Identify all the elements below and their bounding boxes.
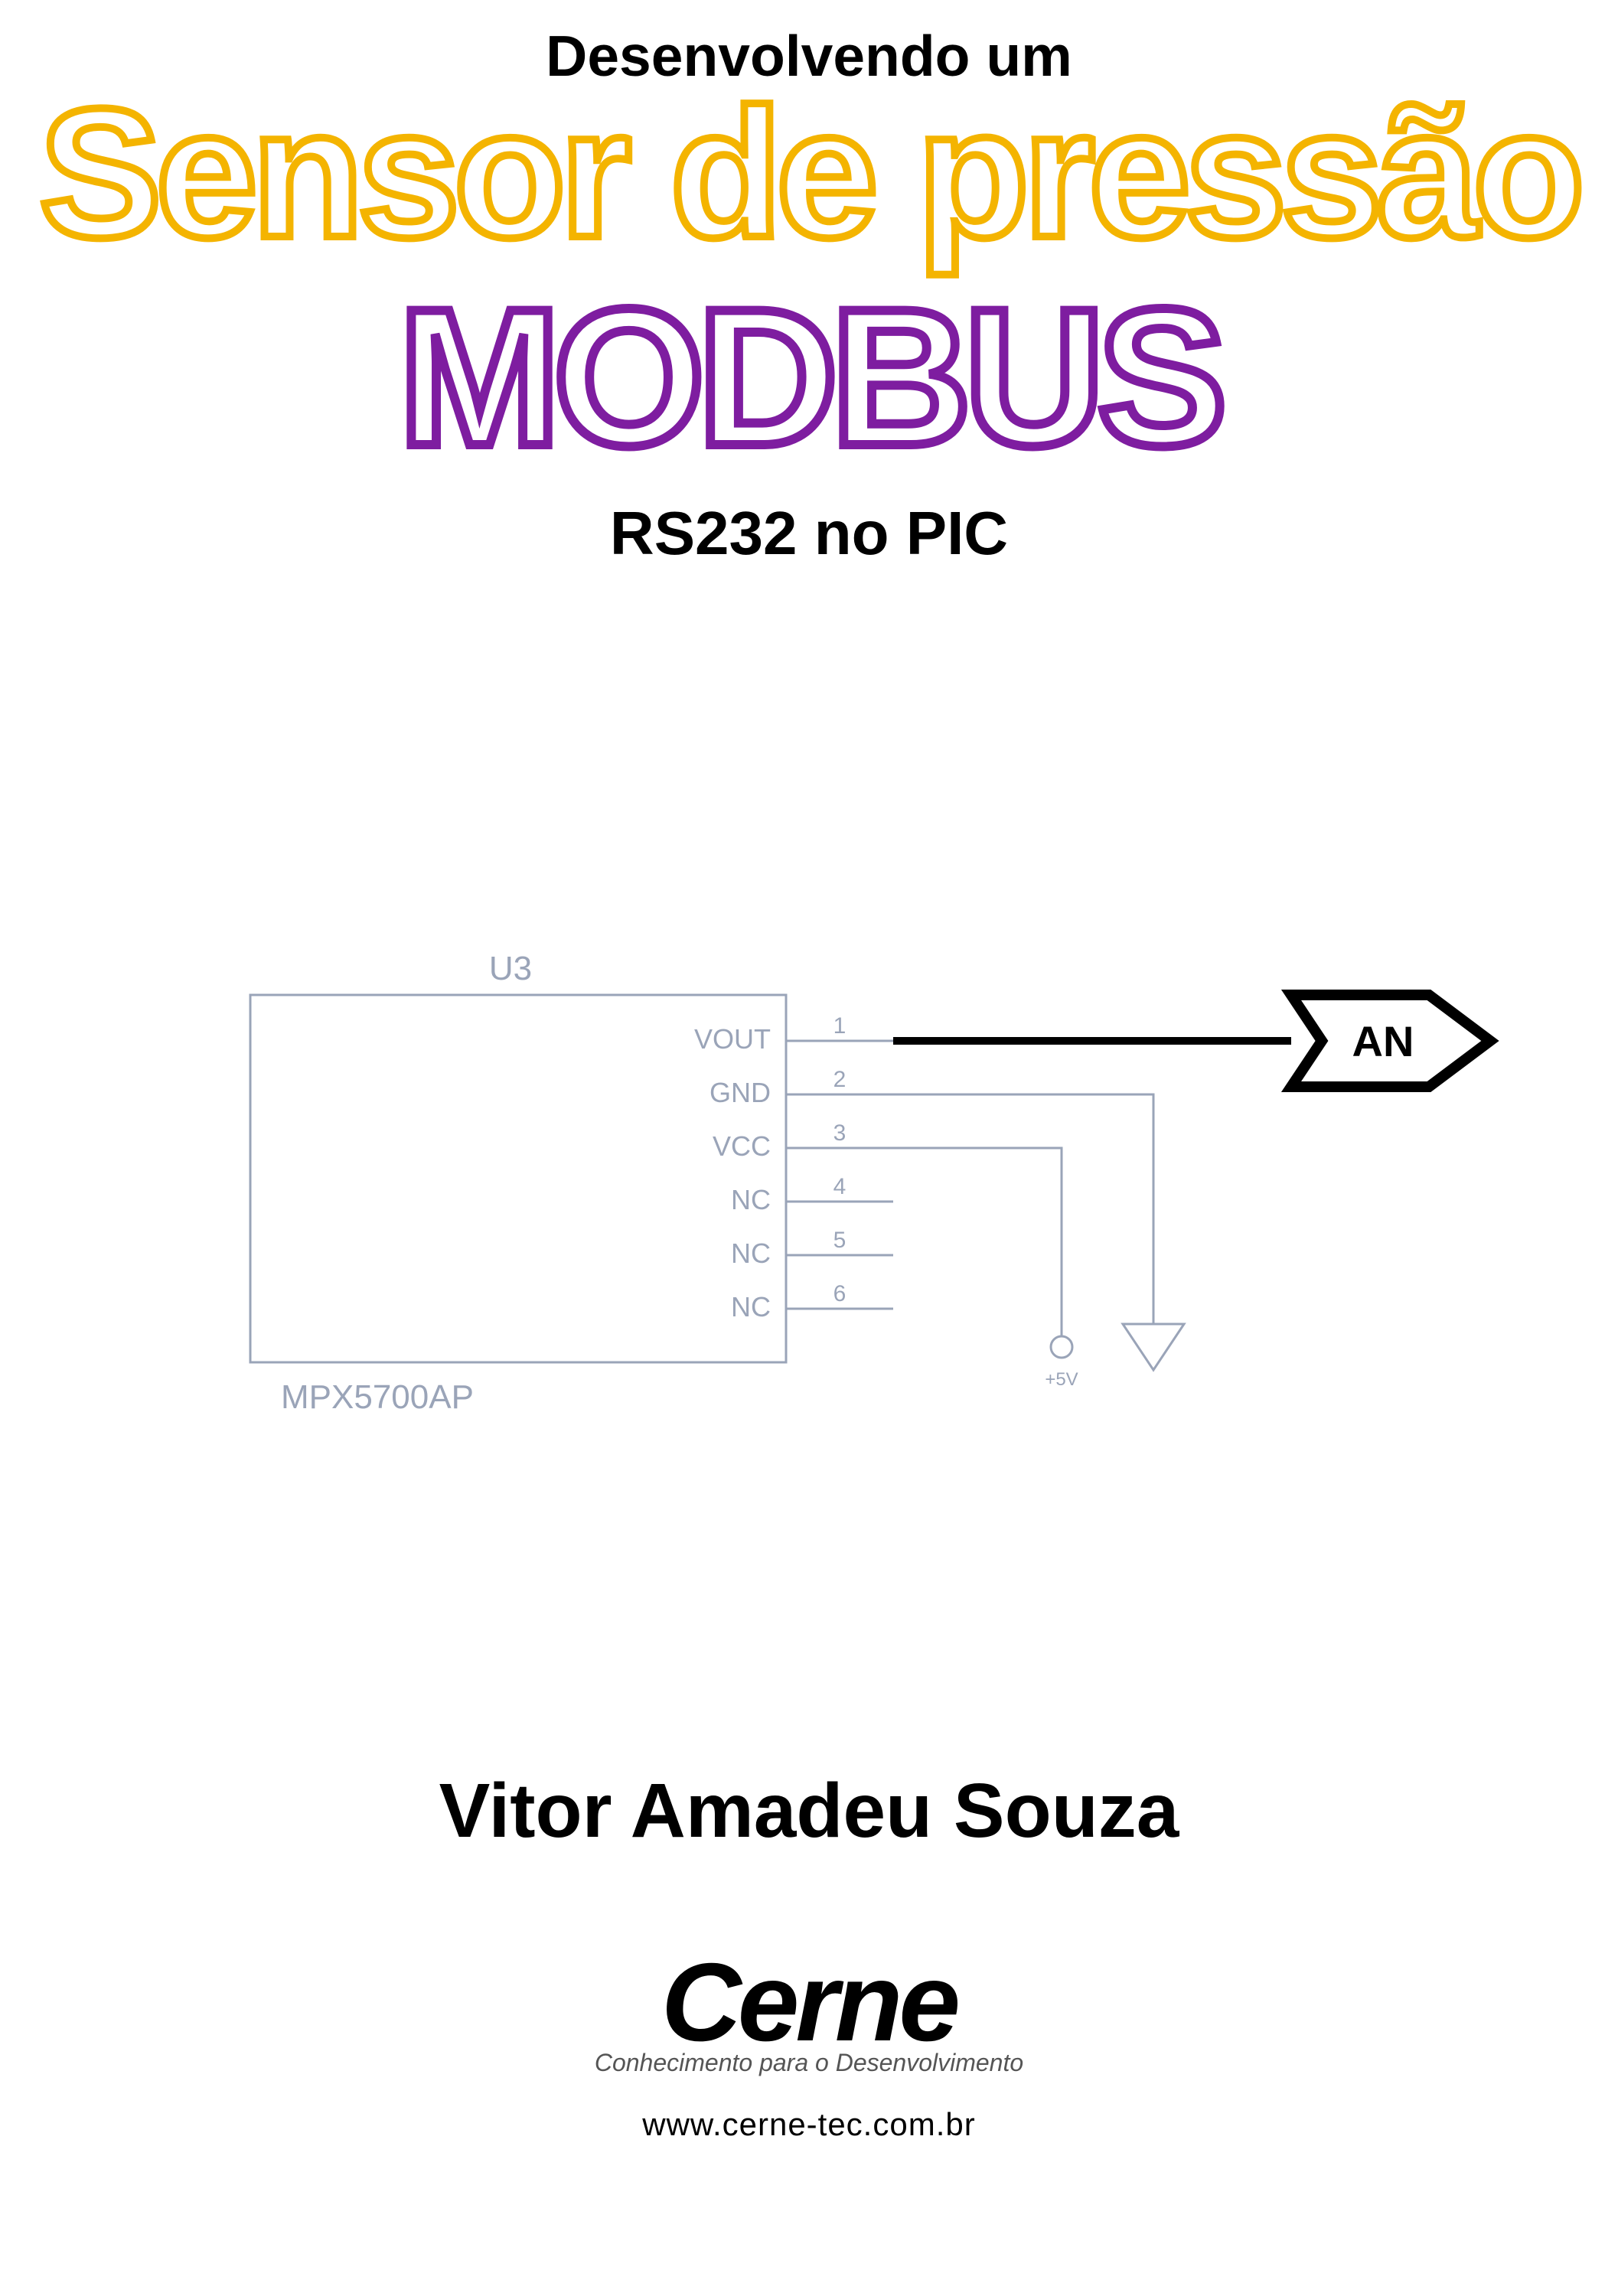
schematic-svg: U3 MPX5700AP VOUT 1 GND 2 VCC 3 NC 4 NC … xyxy=(82,918,1536,1515)
pin-num-1: 1 xyxy=(833,1013,847,1039)
footer-block: Vitor Amadeu Souza Cerne Conhecimento pa… xyxy=(0,1767,1618,2143)
pin-label-1: VOUT xyxy=(694,1023,771,1055)
pin-num-3: 3 xyxy=(833,1120,847,1146)
arrow-an: AN xyxy=(1291,995,1490,1087)
pin-num-2: 2 xyxy=(833,1067,847,1092)
pin-num-5: 5 xyxy=(833,1228,847,1253)
schematic-diagram: U3 MPX5700AP VOUT 1 GND 2 VCC 3 NC 4 NC … xyxy=(0,918,1618,1515)
book-cover: Desenvolvendo um Sensor de pressão MODBU… xyxy=(0,0,1618,2296)
publisher-url: www.cerne-tec.com.br xyxy=(0,2106,1618,2143)
chip-ref: U3 xyxy=(489,950,532,987)
arrow-label: AN xyxy=(1352,1017,1414,1065)
headline-1: Sensor de pressão xyxy=(0,81,1618,265)
pin-label-4: NC xyxy=(731,1184,771,1215)
headline-2: MODBUS xyxy=(0,280,1618,475)
pin-label-5: NC xyxy=(731,1238,771,1269)
publisher-tagline: Conhecimento para o Desenvolvimento xyxy=(0,2049,1618,2077)
pin-num-4: 4 xyxy=(833,1174,847,1199)
pin-label-6: NC xyxy=(731,1291,771,1322)
title-block: Desenvolvendo um Sensor de pressão MODBU… xyxy=(0,0,1618,569)
pin-label-3: VCC xyxy=(713,1130,771,1162)
gnd-symbol xyxy=(1123,1324,1184,1370)
author-name: Vitor Amadeu Souza xyxy=(0,1767,1618,1855)
pin-label-2: GND xyxy=(710,1077,771,1108)
vcc-node xyxy=(1051,1336,1072,1358)
publisher-name: Cerne xyxy=(0,1947,1618,2058)
chip-part: MPX5700AP xyxy=(281,1378,474,1416)
net-vcc xyxy=(893,1148,1062,1336)
vcc-label: +5V xyxy=(1045,1369,1078,1390)
net-gnd xyxy=(893,1094,1153,1324)
pin-num-6: 6 xyxy=(833,1281,847,1306)
subline-text: RS232 no PIC xyxy=(0,498,1618,569)
publisher-logo: Cerne Conhecimento para o Desenvolviment… xyxy=(0,1947,1618,2143)
